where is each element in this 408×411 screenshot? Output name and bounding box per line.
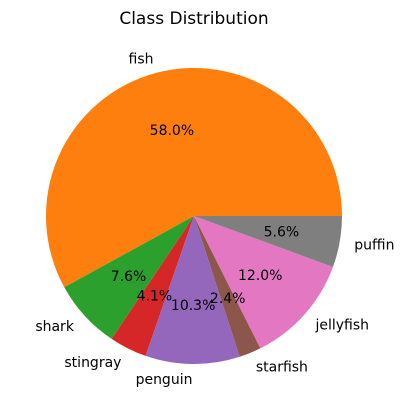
pie-slice-shark [64,216,194,339]
pie-slice-stingray [111,216,194,356]
chart-title: Class Distribution [119,9,268,29]
pie-slice-jellyfish [194,216,333,349]
slice-label-stingray: stingray [64,355,121,371]
slice-percent-starfish: 2.4% [210,291,246,307]
pie-slice-puffin [194,216,342,268]
pie-slices [45,67,342,365]
slice-label-jellyfish: jellyfish [314,317,369,333]
pie-slice-starfish [194,216,261,357]
slice-percent-shark: 7.6% [111,269,147,285]
slice-label-puffin: puffin [354,237,394,253]
slice-label-starfish: starfish [256,360,308,376]
pie-slice-penguin [145,216,240,365]
slice-label-fish: fish [129,51,154,67]
pie-slice-fish [45,67,342,288]
slice-label-shark: shark [35,319,75,335]
slice-percent-stingray: 4.1% [137,289,173,305]
slice-percent-jellyfish: 12.0% [238,268,282,284]
slice-label-penguin: penguin [136,372,193,388]
slice-percent-penguin: 10.3% [171,298,215,314]
slice-percent-puffin: 5.6% [264,225,300,241]
pie-labels: fish 58.0% shark 7.6% stingray 4.1% penguin 10.… [35,51,394,387]
slice-percent-fish: 58.0% [150,123,194,139]
